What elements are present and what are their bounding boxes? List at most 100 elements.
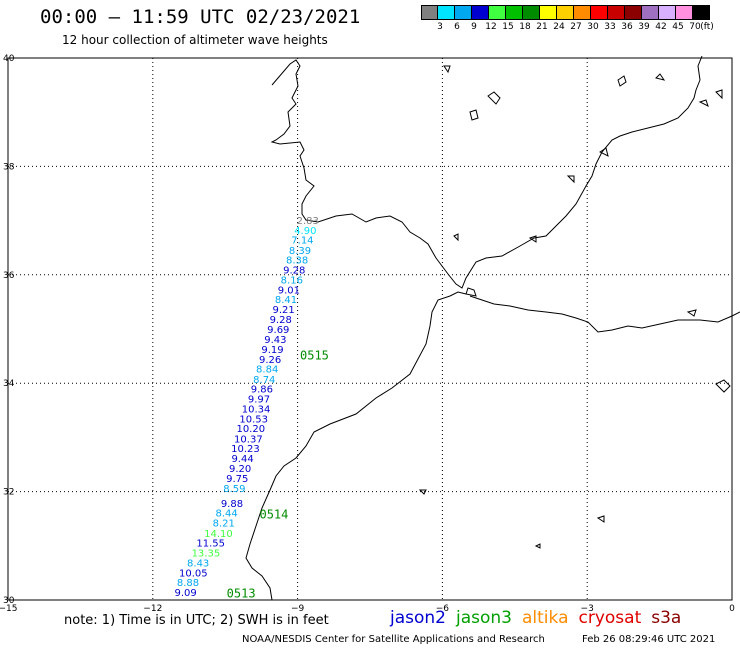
legend-swatch (676, 5, 693, 20)
footer-note: note: 1) Time is in UTC; 2) SWH is in fe… (64, 613, 329, 628)
wave-height-label: 9.86 (251, 385, 273, 396)
legend-label: 45 (672, 22, 684, 32)
coastline (245, 55, 740, 601)
legend-swatch (472, 5, 489, 20)
lon-tick-label: −6 (436, 604, 450, 614)
legend-label: 70 (689, 22, 701, 32)
wave-height-label: 8.41 (275, 295, 297, 306)
lon-tick-label: 0 (729, 604, 735, 614)
page-title: 00:00 – 11:59 UTC 02/23/2021 (40, 6, 361, 28)
legend-swatch (574, 5, 591, 20)
legend-label: 36 (621, 22, 633, 32)
wave-height-label: 10.53 (239, 414, 268, 425)
wave-height-label: 8.21 (213, 518, 235, 529)
wave-height-label: 9.28 (283, 265, 305, 276)
time-label: 0514 (259, 507, 288, 521)
legend-swatch (608, 5, 625, 20)
wave-height-label: 9.19 (261, 345, 283, 356)
wave-height-label: 9.69 (267, 325, 289, 336)
wave-height-label: 9.01 (278, 285, 300, 296)
legend-swatch (625, 5, 642, 20)
wave-height-label: 8.59 (223, 484, 245, 495)
time-label: 0515 (300, 348, 329, 362)
legend-unit: (ft) (700, 22, 714, 32)
wave-height-label: 9.43 (264, 335, 286, 346)
lon-tick-label: −9 (291, 604, 305, 614)
wave-height-label: 11.55 (196, 539, 225, 550)
wave-height-label: 8.43 (187, 559, 209, 570)
wave-height-label: 8.38 (286, 256, 308, 267)
legend-label: 6 (454, 22, 460, 32)
lon-tick-label: −15 (0, 604, 18, 614)
time-label: 0513 (227, 586, 256, 600)
lat-tick-label: 38 (3, 162, 15, 172)
wave-height-label: 9.97 (248, 394, 270, 405)
legend-swatch (506, 5, 523, 20)
satellite-jason2: jason2 (390, 608, 446, 628)
satellite-jason3: jason3 (456, 608, 512, 628)
lat-tick-label: 40 (3, 54, 15, 64)
legend-label: 21 (536, 22, 548, 32)
wave-height-label: 9.75 (226, 474, 248, 485)
page-subtitle: 12 hour collection of altimeter wave hei… (62, 33, 328, 47)
footer-timestamp: Feb 26 08:29:46 UTC 2021 (582, 634, 716, 645)
legend-swatch (591, 5, 608, 20)
legend-swatch (489, 5, 506, 20)
wave-height-label: 7.14 (291, 236, 313, 247)
legend-label: 27 (570, 22, 582, 32)
wave-height-label: 9.21 (272, 305, 294, 316)
wave-height-label: 13.35 (192, 548, 221, 559)
legend-label: 42 (655, 22, 667, 32)
legend-swatch (540, 5, 557, 20)
lat-tick-label: 34 (3, 379, 15, 389)
wave-height-label: 8.84 (256, 365, 278, 376)
wave-height-label: 9.88 (221, 499, 243, 510)
map-frame (7, 57, 733, 601)
legend-labels: 3 6 9 12 15 18 21 24 27 30 33 36 39 42 45 70 (ft) (421, 20, 714, 34)
axis-tick-labels: 40 38 36 34 32 30−15 −12 −9 −6 −3 0 (0, 54, 735, 614)
wave-height-label: 9.09 (174, 588, 196, 599)
altimeter-track: 2.834.907.148.398.389.288.169.018.419.21… (174, 216, 318, 599)
legend-label: 9 (471, 22, 477, 32)
legend-label: 30 (587, 22, 599, 32)
wave-height-label: 8.39 (289, 246, 311, 257)
wave-height-label: 10.23 (231, 444, 260, 455)
legend-label: 15 (502, 22, 514, 32)
satellite-s3a: s3a (651, 608, 682, 628)
wave-height-label: 10.20 (236, 424, 265, 435)
legend-swatch (557, 5, 574, 20)
wave-height-label: 9.20 (229, 464, 251, 475)
legend-label: 18 (519, 22, 531, 32)
legend-swatch (523, 5, 540, 20)
legend-swatch (693, 5, 710, 20)
legend-swatch (659, 5, 676, 20)
lon-tick-label: −3 (581, 604, 594, 614)
wave-height-label: 8.44 (216, 509, 238, 520)
wave-height-label: 9.26 (259, 355, 281, 366)
wave-height-label: 8.16 (281, 276, 303, 287)
lon-tick-label: −12 (143, 604, 162, 614)
wave-height-label: 10.34 (242, 405, 271, 416)
wave-height-label: 14.10 (204, 529, 233, 540)
lat-tick-label: 32 (3, 488, 14, 498)
legend-swatch (642, 5, 659, 20)
wave-height-label: 2.83 (297, 216, 319, 227)
legend-label: 12 (485, 22, 497, 32)
legend-label: 33 (604, 22, 616, 32)
wave-height-label: 9.28 (270, 315, 292, 326)
wave-height-label: 9.44 (231, 454, 253, 465)
wave-height-label: 10.37 (234, 434, 263, 445)
legend-swatch (438, 5, 455, 20)
satellite-altika: altika (522, 608, 569, 628)
legend-swatch (455, 5, 472, 20)
wave-height-label: 4.90 (294, 226, 316, 237)
lat-tick-label: 36 (3, 271, 15, 281)
wave-height-label: 10.05 (179, 568, 208, 579)
satellite-cryosat: cryosat (578, 608, 642, 628)
color-legend: 3 6 9 12 15 18 21 24 27 30 33 36 39 42 45 70 (ft) (421, 5, 714, 34)
wave-height-label: 8.88 (177, 578, 199, 589)
lat-tick-label: 30 (3, 596, 15, 606)
footer-credit: NOAA/NESDIS Center for Satellite Applica… (242, 634, 545, 645)
legend-label: 3 (437, 22, 443, 32)
